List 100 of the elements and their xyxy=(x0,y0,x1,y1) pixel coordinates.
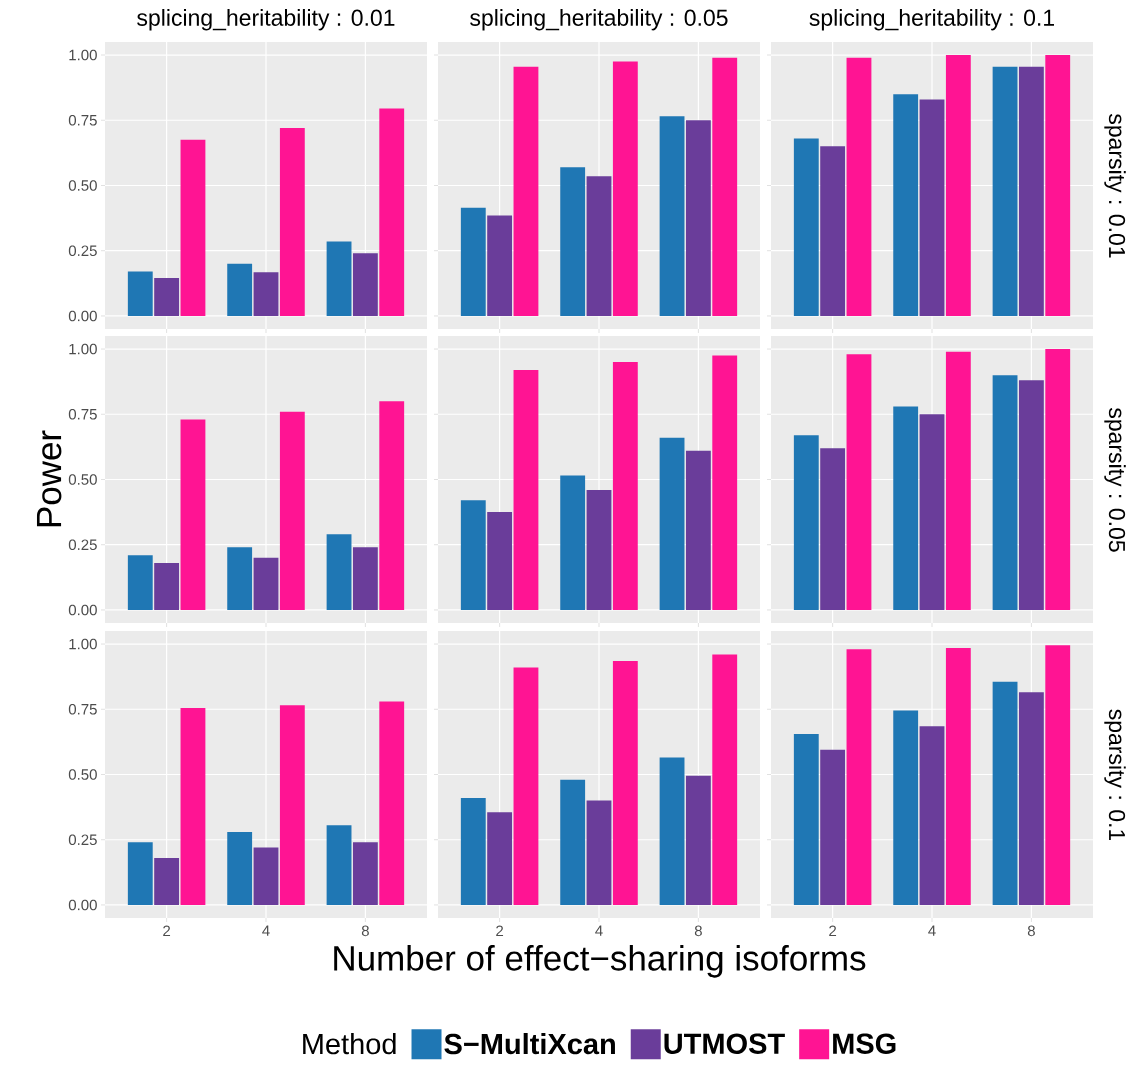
bar xyxy=(154,278,180,316)
bar xyxy=(712,654,738,905)
y-tick-label: 1.00 xyxy=(69,343,97,355)
y-tick-label: 0.75 xyxy=(68,703,97,715)
bar xyxy=(180,139,206,316)
bar xyxy=(279,705,305,905)
bar xyxy=(560,167,586,316)
bar xyxy=(279,128,305,316)
y2-axis-title: sparsity : 0.01 xyxy=(1104,113,1126,258)
x-tick-label: 4 xyxy=(595,925,603,936)
bar xyxy=(326,534,352,610)
bar xyxy=(945,647,971,905)
x-tick-label: 4 xyxy=(928,925,936,936)
bar xyxy=(793,435,819,610)
bar xyxy=(846,649,872,905)
bar xyxy=(992,681,1018,905)
bar xyxy=(893,710,919,905)
bar xyxy=(487,215,513,316)
chart-title: splicing_heritability : 0.05 xyxy=(470,9,728,31)
bar xyxy=(1045,55,1071,316)
bar xyxy=(586,176,612,316)
bar xyxy=(460,797,486,905)
x-tick-label: 4 xyxy=(262,925,270,936)
bar xyxy=(227,547,253,610)
y-tick-label: 0.75 xyxy=(68,408,97,420)
bar xyxy=(846,354,872,610)
bar xyxy=(513,667,539,905)
legend-label: S−MultiXcan xyxy=(444,1033,615,1055)
bar xyxy=(846,57,872,316)
chart-title: splicing_heritability : 0.01 xyxy=(137,9,395,31)
bar xyxy=(712,355,738,610)
bar xyxy=(379,701,405,905)
bar xyxy=(820,749,846,905)
bar xyxy=(659,437,685,610)
bar xyxy=(227,831,253,905)
bar xyxy=(659,116,685,316)
bar xyxy=(379,401,405,610)
bar xyxy=(992,375,1018,610)
y-tick-label: 0.50 xyxy=(68,474,97,485)
bar xyxy=(127,555,153,610)
bar xyxy=(712,57,738,316)
y-tick-label: 1.00 xyxy=(69,638,97,650)
bar xyxy=(945,55,971,316)
y-tick-label: 0.25 xyxy=(68,245,97,257)
bar xyxy=(560,779,586,905)
bar xyxy=(612,661,638,905)
bar xyxy=(820,146,846,316)
bar xyxy=(586,489,612,610)
bar xyxy=(127,842,153,905)
bar xyxy=(352,547,378,610)
x-tick-label: 2 xyxy=(163,925,171,937)
y-axis-title: Power xyxy=(36,430,62,527)
bar xyxy=(352,253,378,316)
y-tick-label: 0.25 xyxy=(68,539,97,551)
bar xyxy=(253,847,279,905)
bar xyxy=(513,369,539,610)
bar xyxy=(487,812,513,905)
bar xyxy=(253,272,279,316)
bar xyxy=(154,562,180,610)
x-tick-label: 8 xyxy=(361,925,369,937)
bar xyxy=(893,94,919,316)
chart-title: splicing_heritability : 0.1 xyxy=(809,9,1054,31)
y-tick-label: 0.50 xyxy=(68,180,97,191)
bar xyxy=(460,207,486,316)
legend-label: UTMOST xyxy=(664,1033,785,1054)
bar xyxy=(919,726,945,905)
legend-title: Method xyxy=(303,1033,396,1055)
bar xyxy=(1018,66,1044,316)
bar xyxy=(227,263,253,316)
bar xyxy=(1018,692,1044,905)
x-tick-label: 2 xyxy=(496,925,504,937)
bar xyxy=(659,757,685,905)
bar xyxy=(919,99,945,316)
y2-axis-title: sparsity : 0.1 xyxy=(1104,709,1126,841)
bar xyxy=(793,138,819,316)
bar xyxy=(945,351,971,610)
bar xyxy=(612,61,638,316)
bar xyxy=(820,448,846,610)
y-tick-label: 0.00 xyxy=(68,899,97,911)
bar xyxy=(685,450,711,610)
bar xyxy=(326,825,352,905)
bar xyxy=(460,500,486,610)
bar xyxy=(487,512,513,610)
bar xyxy=(326,241,352,316)
bar xyxy=(253,557,279,610)
bar xyxy=(793,734,819,905)
bar xyxy=(279,411,305,610)
bar xyxy=(180,707,206,905)
bar xyxy=(685,775,711,905)
x-tick-label: 8 xyxy=(1027,925,1035,937)
bar xyxy=(1045,349,1071,610)
y-tick-label: 0.00 xyxy=(68,604,97,616)
bar xyxy=(154,857,180,905)
bar xyxy=(919,414,945,610)
bar xyxy=(379,108,405,316)
y-tick-label: 0.00 xyxy=(68,310,97,322)
bar xyxy=(352,842,378,905)
bar xyxy=(127,271,153,316)
bar xyxy=(612,362,638,610)
y-tick-label: 0.75 xyxy=(68,114,97,126)
